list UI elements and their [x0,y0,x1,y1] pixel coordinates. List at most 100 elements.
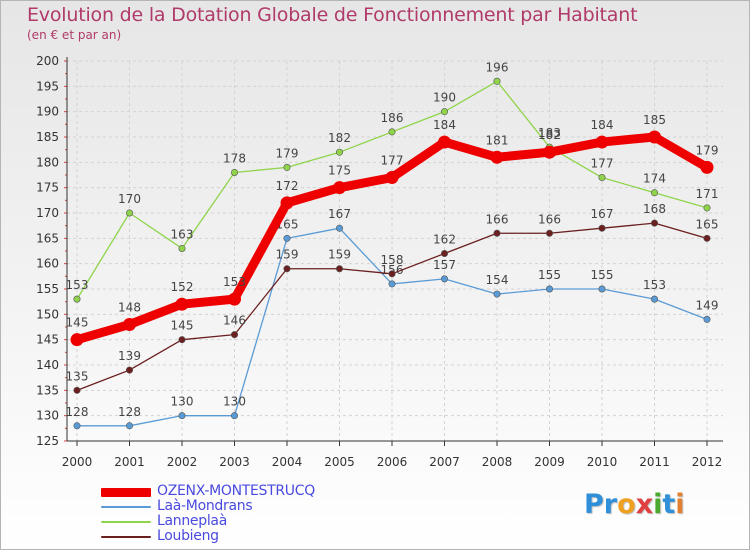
data-point [598,285,606,293]
data-point [650,189,658,197]
logo-letter: r [603,489,618,520]
data-label: 145 [171,319,194,333]
legend-label: Loubieng [157,528,219,544]
data-point [388,280,396,288]
data-point [545,285,553,293]
data-point [335,224,343,232]
proxiti-logo: Proxiti [584,489,685,520]
legend-label: Laà-Mondrans [157,498,253,514]
data-point [385,171,399,185]
logo-letter: i [653,489,663,520]
y-tick-label: 190 [36,105,59,119]
y-tick-label: 185 [36,130,59,144]
y-tick-label: 145 [36,333,59,347]
data-label: 184 [433,118,456,132]
x-tick-label: 2011 [639,455,670,469]
data-label: 148 [118,300,141,314]
data-label: 149 [696,298,719,312]
data-label: 155 [591,268,614,282]
data-label: 128 [66,405,89,419]
data-label: 168 [643,202,666,216]
data-label: 175 [328,164,351,178]
data-label: 154 [486,273,509,287]
x-tick-label: 2004 [272,455,303,469]
data-label: 165 [696,217,719,231]
data-point [493,229,501,237]
data-point [178,412,186,420]
data-label: 184 [591,118,614,132]
data-point [231,168,239,176]
y-tick-label: 200 [36,54,59,68]
data-point [73,386,81,394]
x-tick-label: 2012 [692,455,723,469]
data-label: 183 [538,126,561,140]
data-point [648,130,661,144]
x-tick-label: 2009 [534,455,565,469]
data-label: 166 [486,212,509,226]
logo-letter: t [662,489,676,520]
y-tick-label: 150 [36,307,59,321]
data-point [126,209,134,217]
data-point [126,422,134,430]
data-point [598,224,606,232]
data-label: 128 [118,405,141,419]
data-label: 190 [433,91,456,105]
y-tick-label: 155 [36,282,59,296]
y-tick-label: 125 [36,434,59,448]
y-tick-label: 170 [36,206,59,220]
data-point [70,333,84,347]
x-tick-label: 2002 [167,455,198,469]
data-label: 145 [66,316,89,330]
data-point [178,336,186,344]
y-tick-label: 160 [36,257,59,271]
data-label: 172 [276,179,299,193]
data-point [703,234,711,242]
data-label: 130 [223,395,246,409]
data-point [126,366,134,374]
data-label: 186 [381,111,404,125]
legend-swatch [101,521,151,523]
y-tick-label: 175 [36,181,59,195]
data-label: 153 [643,278,666,292]
data-label: 155 [538,268,561,282]
data-point [440,250,448,258]
data-label: 167 [328,207,351,221]
y-tick-label: 165 [36,231,59,245]
data-label: 157 [433,258,456,272]
data-point [703,204,711,212]
data-point [438,135,451,149]
x-tick-label: 2001 [114,455,145,469]
x-tick-label: 2006 [377,455,408,469]
data-label: 177 [591,157,614,171]
data-label: 153 [66,278,89,292]
data-point [545,229,553,237]
data-point [175,297,189,311]
data-point [228,292,241,306]
logo-letter: i [675,489,685,520]
data-point [283,234,291,242]
data-label: 185 [643,113,666,127]
data-label: 171 [696,187,719,201]
data-label: 159 [328,248,351,262]
data-label: 130 [171,395,194,409]
y-tick-label: 180 [36,155,59,169]
y-tick-label: 195 [36,79,59,93]
legend-swatch [101,506,151,508]
data-label: 159 [276,248,299,262]
data-label: 163 [171,227,194,241]
data-point [123,317,136,331]
data-point [493,290,501,298]
data-point [700,160,714,174]
data-point [493,77,501,85]
data-label: 162 [433,233,456,247]
data-point [543,145,556,159]
data-point [650,219,658,227]
data-point [388,270,396,278]
data-label: 174 [643,172,666,186]
data-point [440,108,448,116]
data-point [598,174,606,182]
data-label: 178 [223,151,246,165]
data-label: 179 [696,143,719,157]
